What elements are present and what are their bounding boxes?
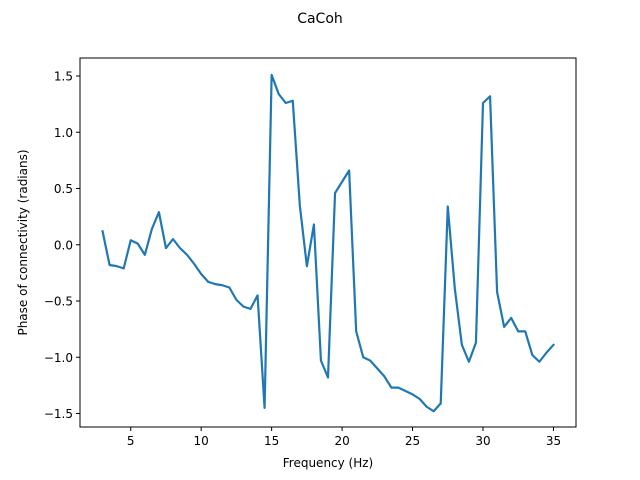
- x-tick-label: 5: [127, 434, 135, 448]
- x-axis-label: Frequency (Hz): [283, 456, 374, 470]
- x-tick-label: 10: [194, 434, 209, 448]
- y-axis-label: Phase of connectivity (radians): [16, 149, 30, 335]
- y-tick-label: −1.0: [44, 351, 73, 365]
- plot-frame: [79, 57, 577, 428]
- x-tick-label: 25: [405, 434, 420, 448]
- y-tick-label: −1.5: [44, 407, 73, 421]
- y-tick-label: 0.0: [54, 238, 73, 252]
- x-tick-label: 30: [475, 434, 490, 448]
- series-line-0: [101, 73, 556, 413]
- x-tick-label: 15: [264, 434, 279, 448]
- chart-title: CaCoh: [297, 11, 343, 27]
- y-axis: −1.5 −1.0 −0.5 0.0 0.5 1.0 1.5: [44, 70, 80, 421]
- x-tick-label: 20: [334, 434, 349, 448]
- series-layer: [101, 73, 556, 413]
- x-tick-label: 35: [546, 434, 561, 448]
- y-tick-label: 1.5: [54, 70, 73, 84]
- y-tick-label: 0.5: [54, 182, 73, 196]
- y-tick-label: 1.0: [54, 126, 73, 140]
- x-axis: 5 10 15 20 25 30 35: [127, 427, 561, 448]
- y-tick-label: −0.5: [44, 295, 73, 309]
